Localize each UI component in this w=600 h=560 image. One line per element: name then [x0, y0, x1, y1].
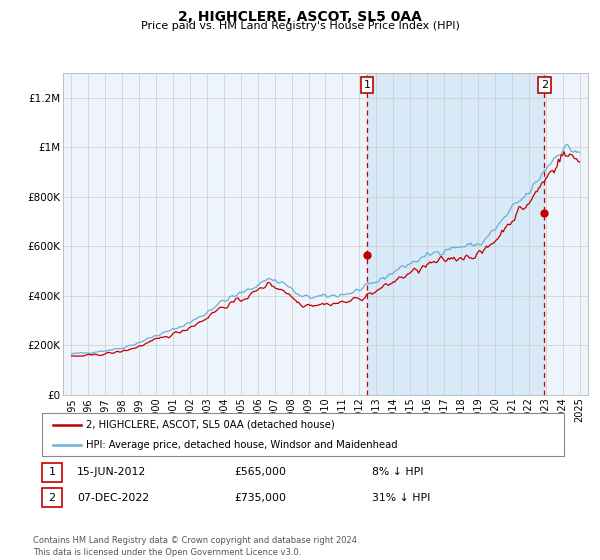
Text: 1: 1	[49, 468, 55, 477]
Text: HPI: Average price, detached house, Windsor and Maidenhead: HPI: Average price, detached house, Wind…	[86, 440, 397, 450]
Text: 1: 1	[364, 80, 370, 90]
Text: Contains HM Land Registry data © Crown copyright and database right 2024.
This d: Contains HM Land Registry data © Crown c…	[33, 536, 359, 557]
Bar	[367, 73, 544, 395]
Text: 2: 2	[49, 493, 55, 502]
Text: £565,000: £565,000	[234, 468, 286, 477]
Text: 15-JUN-2012: 15-JUN-2012	[77, 468, 146, 477]
Text: 2: 2	[541, 80, 548, 90]
Text: 8% ↓ HPI: 8% ↓ HPI	[372, 468, 424, 477]
Text: 2, HIGHCLERE, ASCOT, SL5 0AA: 2, HIGHCLERE, ASCOT, SL5 0AA	[178, 10, 422, 24]
Text: Price paid vs. HM Land Registry's House Price Index (HPI): Price paid vs. HM Land Registry's House …	[140, 21, 460, 31]
Text: £735,000: £735,000	[234, 493, 286, 502]
Text: 2, HIGHCLERE, ASCOT, SL5 0AA (detached house): 2, HIGHCLERE, ASCOT, SL5 0AA (detached h…	[86, 419, 335, 430]
Text: 31% ↓ HPI: 31% ↓ HPI	[372, 493, 430, 502]
Text: 07-DEC-2022: 07-DEC-2022	[77, 493, 149, 502]
